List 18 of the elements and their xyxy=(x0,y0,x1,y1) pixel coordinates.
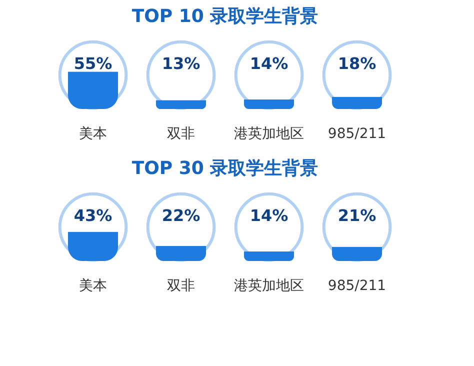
text: TOP 10 录取学生背景 xyxy=(132,6,318,27)
data-label: 18% xyxy=(338,54,376,73)
category-label: 985/211 xyxy=(328,126,386,142)
data-label: 55% xyxy=(74,54,112,73)
category-label: 双非 xyxy=(167,278,195,294)
category-label: 美本 xyxy=(79,278,107,294)
category-label: 港英加地区 xyxy=(234,278,304,294)
data-label: 22% xyxy=(162,206,200,225)
data-label: 14% xyxy=(250,206,288,225)
data-label: 13% xyxy=(162,54,200,73)
text: TOP 30 录取学生背景 xyxy=(132,158,318,179)
data-label: 43% xyxy=(74,206,112,225)
data-label: 21% xyxy=(338,206,376,225)
category-label: 港英加地区 xyxy=(234,126,304,142)
category-label: 双非 xyxy=(167,126,195,142)
category-label: 美本 xyxy=(79,126,107,142)
data-label: 14% xyxy=(250,54,288,73)
category-label: 985/211 xyxy=(328,278,386,294)
